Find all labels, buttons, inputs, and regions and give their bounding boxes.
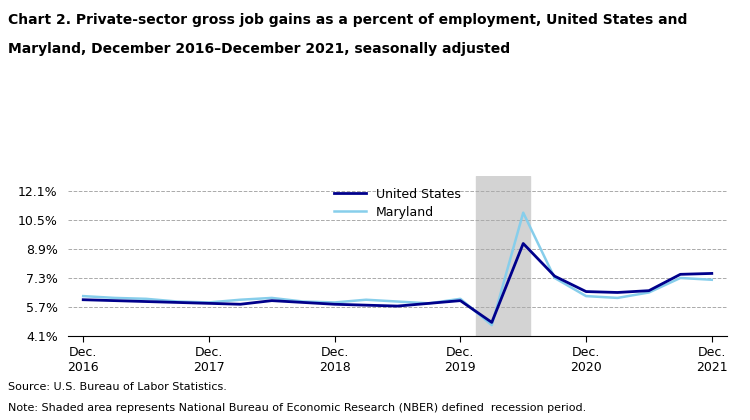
Bar (476, 176, 530, 336)
Text: Source: U.S. Bureau of Labor Statistics.: Source: U.S. Bureau of Labor Statistics. (8, 382, 226, 392)
Text: Chart 2. Private-sector gross job gains as a percent of employment, United State: Chart 2. Private-sector gross job gains … (8, 13, 687, 26)
Legend: United States, Maryland: United States, Maryland (329, 183, 466, 223)
Text: Maryland, December 2016–December 2021, seasonally adjusted: Maryland, December 2016–December 2021, s… (8, 42, 510, 56)
Text: Note: Shaded area represents National Bureau of Economic Research (NBER) defined: Note: Shaded area represents National Bu… (8, 403, 586, 413)
